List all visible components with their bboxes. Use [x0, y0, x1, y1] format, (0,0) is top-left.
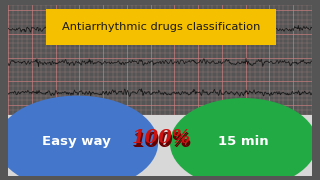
FancyBboxPatch shape [46, 9, 276, 45]
Text: 15 min: 15 min [218, 135, 269, 148]
Bar [8, 115, 312, 176]
Text: 100%: 100% [132, 132, 192, 150]
Ellipse shape [0, 96, 158, 180]
Text: 100%: 100% [131, 129, 191, 147]
Text: 100%: 100% [133, 133, 193, 151]
Ellipse shape [170, 98, 317, 180]
Text: Easy way: Easy way [42, 135, 111, 148]
Text: Antiarrhythmic drugs classification: Antiarrhythmic drugs classification [62, 22, 260, 32]
